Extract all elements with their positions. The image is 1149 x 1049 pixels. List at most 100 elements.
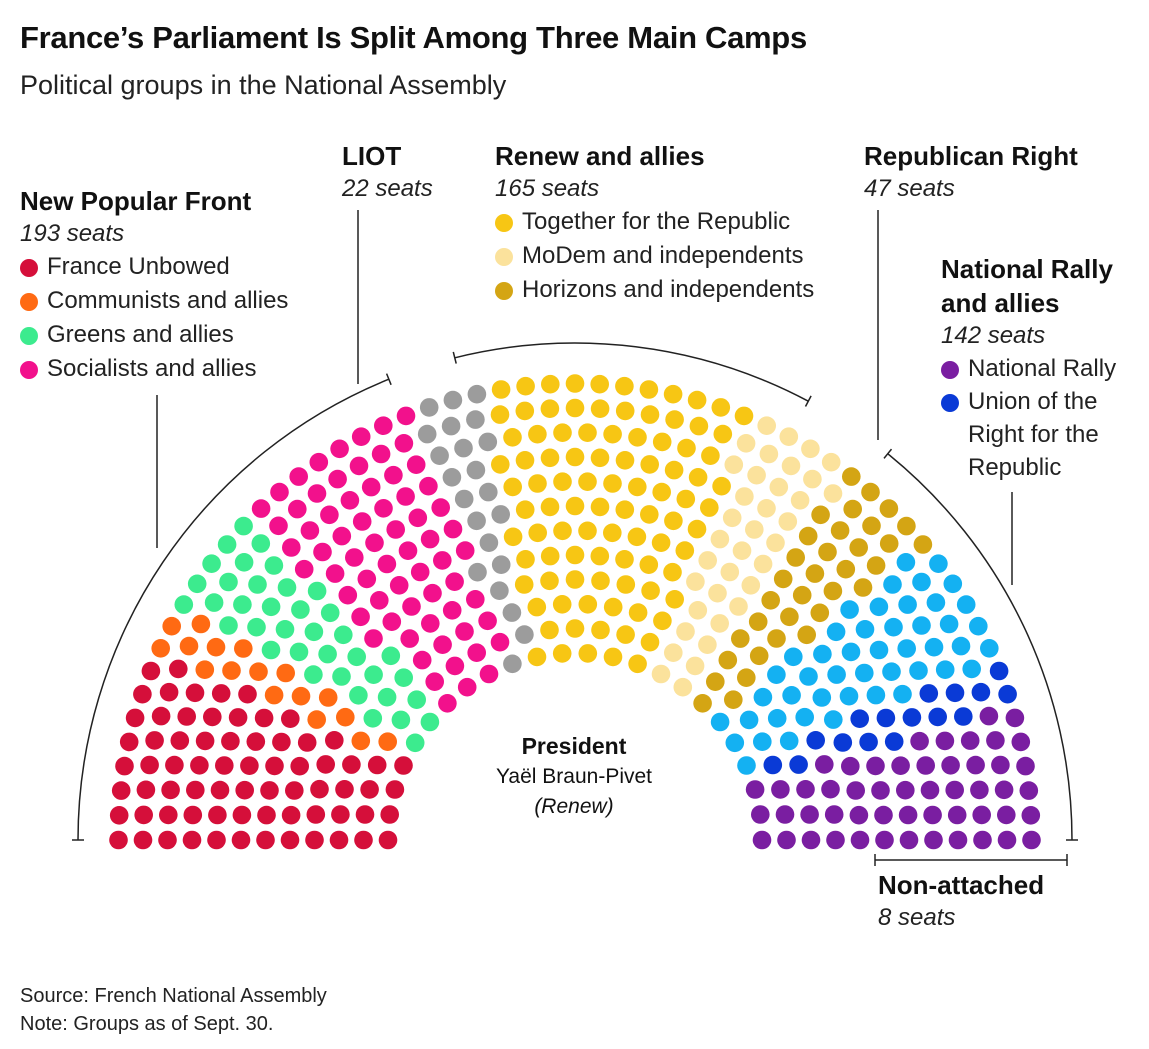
seat-greens-and-allies <box>420 712 440 732</box>
seat-republican-right <box>799 667 818 686</box>
seat-together-for-the-republic <box>528 424 547 444</box>
seat-together-for-the-republic <box>615 376 634 396</box>
seat-together-for-the-republic <box>553 423 572 443</box>
seat-greens-and-allies <box>277 578 297 597</box>
seat-together-for-the-republic <box>628 603 648 622</box>
seat-france-unbowed <box>240 756 259 775</box>
seat-socialists-and-allies <box>374 499 393 518</box>
source-note: Source: French National Assembly <box>20 985 327 1007</box>
seat-together-for-the-republic <box>734 406 754 426</box>
president-label: President Yaël Braun-Pivet (Renew) <box>474 730 674 822</box>
seat-republican-right <box>912 616 931 635</box>
seat-horizons-and-independents <box>811 505 830 525</box>
seat-union-of-the-right-for-the-republic <box>850 709 869 728</box>
seat-greens-and-allies <box>347 647 367 667</box>
seat-socialists-and-allies <box>490 632 510 652</box>
seat-national-rally <box>841 756 860 776</box>
seat-france-unbowed <box>385 780 405 799</box>
seat-union-of-the-right-for-the-republic <box>989 661 1009 681</box>
seat-horizons-and-independents <box>866 556 886 575</box>
legend-dot <box>495 248 513 266</box>
seat-together-for-the-republic <box>652 432 672 452</box>
bracket-national-rally <box>887 453 1073 841</box>
seat-greens-and-allies <box>202 554 221 573</box>
seat-greens-and-allies <box>264 556 284 575</box>
seat-france-unbowed <box>254 708 274 728</box>
seat-together-for-the-republic <box>615 451 635 470</box>
seat-france-unbowed <box>221 731 240 751</box>
legend-label: Communists and allies <box>47 287 289 314</box>
seat-horizons-and-independents <box>773 569 793 589</box>
seat-socialists-and-allies <box>300 521 320 540</box>
seat-france-unbowed <box>158 830 177 850</box>
seat-republican-right <box>935 660 955 679</box>
seat-france-unbowed <box>360 780 379 799</box>
seat-national-rally <box>1005 708 1025 728</box>
seat-republican-right <box>943 574 963 594</box>
seat-together-for-the-republic <box>616 575 636 594</box>
seat-republican-right <box>893 684 912 704</box>
seat-greens-and-allies <box>320 603 340 623</box>
seat-liot <box>479 482 498 502</box>
legend-item: Horizons and independents <box>495 273 814 307</box>
seat-together-for-the-republic <box>603 424 622 444</box>
seat-together-for-the-republic <box>516 376 535 396</box>
seat-liot <box>468 562 487 582</box>
seat-together-for-the-republic <box>578 423 597 443</box>
seat-together-for-the-republic <box>663 384 683 404</box>
seat-national-rally <box>866 756 885 776</box>
seat-together-for-the-republic <box>540 448 560 468</box>
seat-france-unbowed <box>265 756 284 776</box>
seat-horizons-and-independents <box>897 516 916 536</box>
seat-france-unbowed <box>354 830 373 850</box>
seat-france-unbowed <box>165 755 184 775</box>
group-name-rn-line1: National Rally <box>941 254 1113 284</box>
seat-together-for-the-republic <box>675 541 695 560</box>
seat-socialists-and-allies <box>325 564 345 583</box>
seat-republican-right <box>855 663 874 683</box>
seat-national-rally <box>846 781 865 800</box>
footer: Source: French National Assembly Note: G… <box>20 982 327 1038</box>
seat-socialists-and-allies <box>394 434 414 453</box>
seat-socialists-and-allies <box>433 551 452 570</box>
seat-republican-right <box>725 733 745 753</box>
label-national-rally: National Rally and allies 142 seats Nati… <box>941 252 1116 484</box>
group-seats-nfp: 193 seats <box>20 220 125 247</box>
seat-socialists-and-allies <box>412 650 432 670</box>
seat-france-unbowed <box>290 756 310 776</box>
seat-national-rally <box>777 830 796 850</box>
seat-france-unbowed <box>210 780 230 800</box>
seat-communists-and-allies <box>249 662 268 681</box>
seat-republican-right <box>779 731 799 751</box>
seat-greens-and-allies <box>174 595 194 614</box>
seat-horizons-and-independents <box>748 612 768 631</box>
seat-republican-right <box>826 622 846 642</box>
seat-horizons-and-independents <box>724 690 743 709</box>
seat-national-rally <box>916 756 935 775</box>
seat-socialists-and-allies <box>386 520 406 539</box>
seat-socialists-and-allies <box>398 541 418 560</box>
seat-republican-right <box>929 554 948 573</box>
seat-socialists-and-allies <box>455 622 474 641</box>
seat-modem-and-independents <box>710 614 729 633</box>
seat-socialists-and-allies <box>455 541 475 560</box>
seat-communists-and-allies <box>291 686 311 706</box>
seat-together-for-the-republic <box>565 496 585 516</box>
seat-modem-and-independents <box>757 416 776 436</box>
seat-modem-and-independents <box>664 643 683 662</box>
legend-item: National Rally <box>941 352 1116 385</box>
seat-together-for-the-republic <box>665 590 684 609</box>
seat-together-for-the-republic <box>628 477 647 497</box>
seat-communists-and-allies <box>336 707 355 727</box>
seat-france-unbowed <box>325 731 344 750</box>
seat-republican-right <box>924 637 944 657</box>
seat-republican-right <box>839 686 859 706</box>
seat-republican-right <box>782 686 801 705</box>
seat-horizons-and-independents <box>862 516 881 536</box>
seat-together-for-the-republic <box>603 647 623 667</box>
bracket-renew <box>454 342 809 402</box>
seat-france-unbowed <box>203 707 222 727</box>
seat-together-for-the-republic <box>590 546 610 566</box>
bracket-renew-tick <box>804 395 812 407</box>
